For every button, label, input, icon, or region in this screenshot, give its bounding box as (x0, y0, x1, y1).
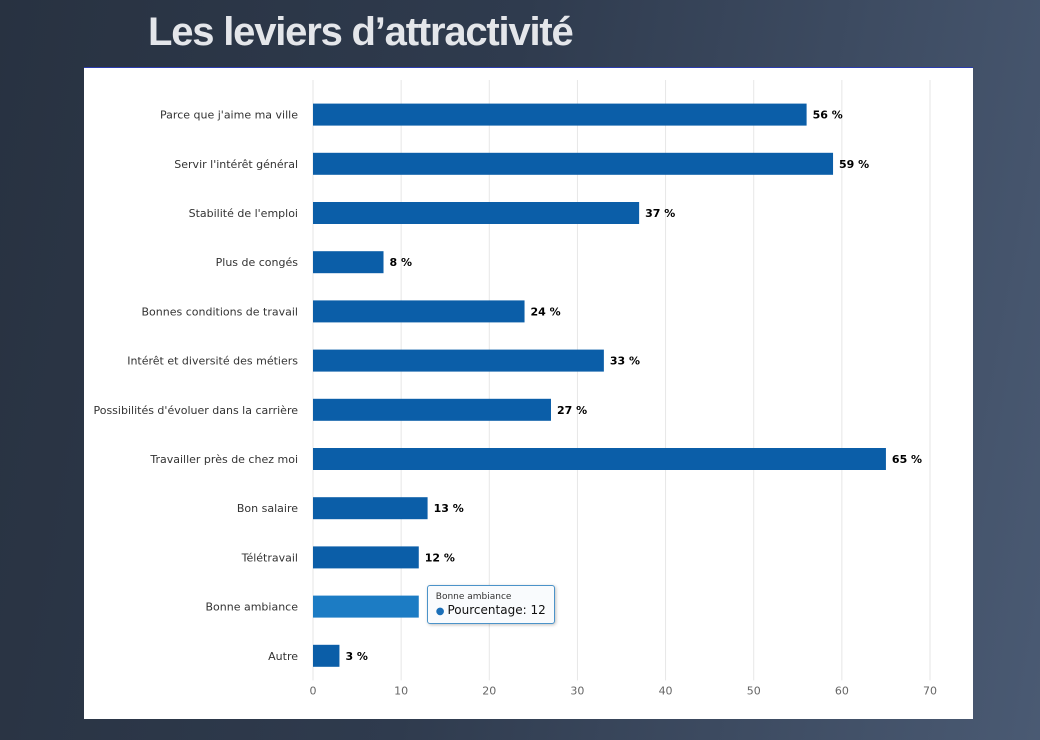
chart-panel: 0 10 20 30 40 50 60 70 Parce que j'aime ma ville… (84, 67, 973, 719)
data-label: 3 % (345, 650, 368, 663)
category-label: Bon salaire (237, 502, 298, 515)
bar (313, 152, 834, 175)
data-label: 59 % (839, 158, 869, 171)
x-tick-label: 40 (659, 684, 673, 697)
data-label: 65 % (892, 453, 922, 466)
category-label: Stabilité de l'emploi (189, 207, 298, 220)
data-label: 8 % (390, 256, 413, 269)
x-tick-label: 70 (923, 684, 937, 697)
data-label: 37 % (645, 207, 675, 220)
x-tick-label: 20 (482, 684, 496, 697)
bar (313, 349, 604, 372)
bar (313, 251, 384, 274)
bar (313, 546, 419, 569)
data-label: 13 % (434, 502, 464, 515)
bar (313, 448, 886, 470)
category-label: Télétravail (241, 551, 298, 564)
data-label: 56 % (813, 109, 843, 122)
chart-tooltip: Bonne ambiance ● Pourcentage: 12 (426, 584, 555, 624)
tooltip-title: Bonne ambiance (435, 591, 512, 602)
x-tick-label: 60 (835, 684, 849, 697)
x-tick-label: 0 (310, 684, 317, 697)
tooltip-row: ● Pourcentage: 12 (435, 602, 546, 617)
bar-chart: 0 10 20 30 40 50 60 70 Parce que j'aime ma ville… (93, 80, 937, 697)
category-label: Servir l'intérêt général (174, 158, 298, 171)
bar (313, 497, 428, 520)
tooltip-series-label: Pourcentage (447, 602, 523, 617)
category-label: Possibilités d'évoluer dans la carrière (93, 404, 298, 417)
bar (313, 202, 640, 224)
x-tick-label: 50 (747, 684, 761, 697)
bar (313, 103, 807, 126)
bar (313, 595, 419, 618)
data-label: 27 % (557, 404, 587, 417)
data-label: 33 % (610, 355, 640, 368)
bar (313, 300, 525, 323)
bar (313, 644, 340, 667)
category-label: Bonne ambiance (205, 601, 298, 614)
category-label: Intérêt et diversité des métiers (127, 355, 298, 368)
category-label: Plus de congés (216, 256, 299, 269)
data-label: 24 % (531, 305, 561, 318)
data-label: 12 % (425, 551, 455, 564)
category-label: Parce que j'aime ma ville (160, 109, 298, 122)
tooltip-value: 12 (530, 602, 546, 617)
slide-title: Les leviers d’attractivité (148, 10, 574, 54)
x-tick-label: 30 (570, 684, 584, 697)
category-label: Travailler près de chez moi (149, 453, 298, 466)
bar (313, 398, 551, 421)
series-dot-icon: ● (435, 605, 445, 617)
category-label: Autre (268, 650, 298, 663)
x-tick-label: 10 (394, 684, 408, 697)
category-label: Bonnes conditions de travail (142, 305, 299, 318)
